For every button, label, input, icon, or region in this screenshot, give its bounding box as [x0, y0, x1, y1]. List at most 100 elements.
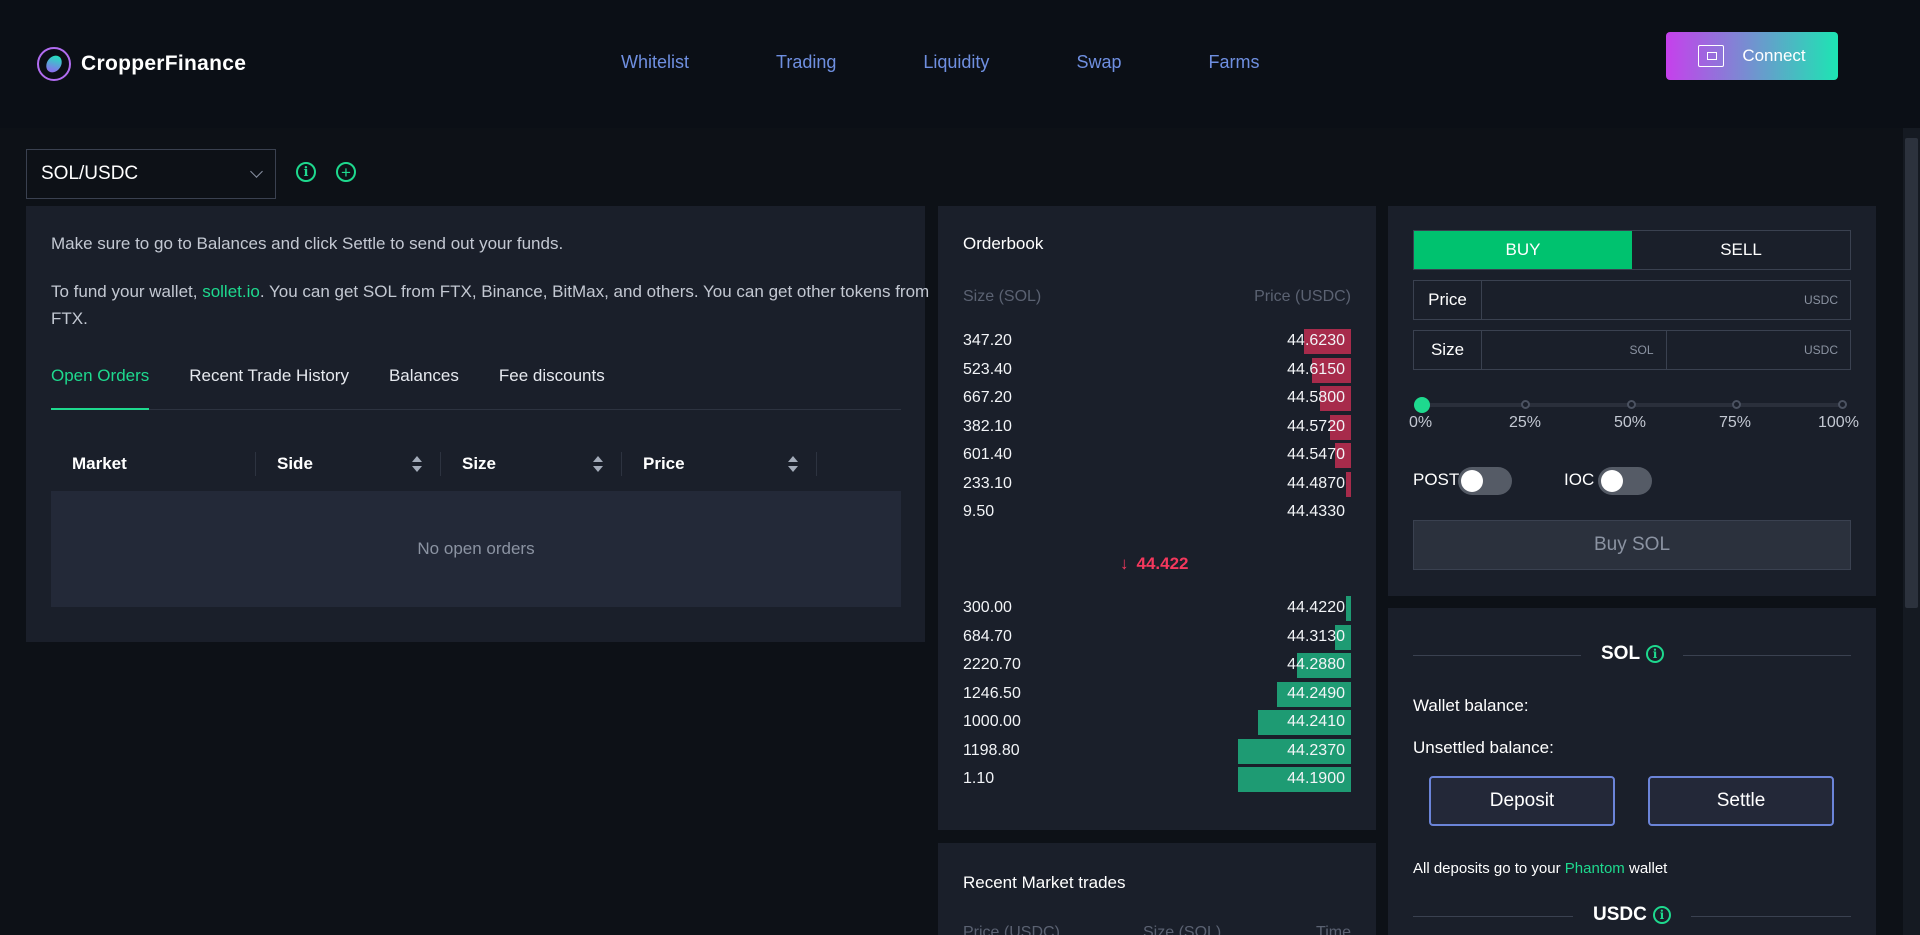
connect-label: Connect: [1742, 46, 1806, 65]
ask-price[interactable]: 44.6150: [1287, 360, 1345, 378]
slider-mark[interactable]: [1627, 400, 1636, 409]
ask-price[interactable]: 44.5800: [1287, 389, 1345, 406]
info-icon[interactable]: i: [1646, 645, 1665, 663]
market-selected-value: SOL/USDC: [41, 163, 139, 184]
plus-circle-icon[interactable]: +: [336, 162, 356, 182]
nav-liquidity[interactable]: Liquidity: [923, 52, 990, 72]
bid-size: 1000.00: [963, 713, 1021, 730]
buy-submit-button[interactable]: Buy SOL: [1413, 520, 1851, 570]
nav-whitelist[interactable]: Whitelist: [621, 52, 690, 72]
ask-size: 9.50: [963, 503, 995, 520]
ask-row[interactable]: 667.20 44.5800: [963, 385, 1351, 411]
buy-tab-button[interactable]: BUY: [1414, 231, 1632, 269]
divider: [1691, 916, 1851, 917]
ask-size: 667.20: [963, 389, 1012, 406]
slider-mark[interactable]: [1521, 400, 1530, 409]
bid-row[interactable]: 1246.50 44.2490: [963, 681, 1351, 707]
slider-mark[interactable]: [1838, 400, 1847, 409]
main-nav: Whitelist Trading Liquidity Swap Farms: [621, 52, 1346, 73]
info-icon[interactable]: i: [296, 162, 316, 182]
size-quote-field-wrap: USDC: [1666, 331, 1850, 369]
bid-depth-bar: [1346, 596, 1351, 621]
size-percent-slider[interactable]: [1414, 396, 1847, 413]
bid-row[interactable]: 1000.00 44.2410: [963, 709, 1351, 735]
slider-handle[interactable]: [1414, 397, 1430, 413]
tab-recent-trade-history[interactable]: Recent Trade History: [189, 366, 349, 385]
wallet-icon: [1698, 45, 1725, 67]
top-header: CropperFinance Whitelist Trading Liquidi…: [0, 0, 1920, 128]
trades-col-time: Time: [1316, 924, 1351, 935]
bid-price[interactable]: 44.2880: [1287, 656, 1345, 673]
trades-col-size: Size (SOL): [1143, 924, 1222, 935]
ask-row[interactable]: 601.40 44.5470: [963, 442, 1351, 468]
bid-row[interactable]: 1.10 44.1900: [963, 766, 1351, 792]
post-toggle[interactable]: [1458, 467, 1512, 495]
page-scrollbar[interactable]: [1903, 128, 1920, 935]
orderbook-price-header: Price (USDC): [1254, 288, 1351, 305]
tab-balances[interactable]: Balances: [388, 366, 459, 385]
price-label: Price: [1414, 281, 1482, 319]
slider-label-75: 75%: [1719, 414, 1752, 431]
orderbook-panel: Orderbook Size (SOL) Price (USDC) 347.20…: [938, 206, 1376, 830]
col-price[interactable]: Price: [622, 452, 817, 476]
tab-open-orders[interactable]: Open Orders: [51, 366, 150, 410]
cropper-leaf-icon: [37, 47, 71, 81]
ask-price[interactable]: 44.5470: [1287, 446, 1345, 463]
tab-fee-discounts[interactable]: Fee discounts: [498, 366, 605, 385]
ask-row[interactable]: 9.50 44.4330: [963, 499, 1351, 525]
bid-row[interactable]: 1198.80 44.2370: [963, 738, 1351, 764]
col-market-label: Market: [72, 454, 127, 473]
bid-price[interactable]: 44.2410: [1287, 713, 1345, 730]
phantom-link[interactable]: Phantom: [1564, 860, 1625, 877]
size-base-input[interactable]: [1482, 331, 1666, 369]
balances-panel: SOL i Wallet balance: Unsettled balance:…: [1388, 608, 1876, 935]
col-size[interactable]: Size: [441, 452, 622, 476]
ask-price[interactable]: 44.4330: [1287, 503, 1345, 520]
ask-price[interactable]: 44.6230: [1287, 332, 1345, 349]
ask-row[interactable]: 382.10 44.5720: [963, 414, 1351, 440]
size-quote-input[interactable]: [1666, 331, 1850, 369]
sort-icon[interactable]: [788, 455, 798, 473]
bid-price[interactable]: 44.1900: [1287, 770, 1345, 787]
ask-row[interactable]: 347.20 44.6230: [963, 328, 1351, 354]
bid-row[interactable]: 2220.70 44.2880: [963, 652, 1351, 678]
settle-button[interactable]: Settle: [1648, 776, 1834, 826]
ask-price[interactable]: 44.5720: [1287, 417, 1345, 435]
col-side-label: Side: [277, 454, 313, 473]
deposit-button[interactable]: Deposit: [1429, 776, 1615, 826]
bid-price[interactable]: 44.2490: [1287, 684, 1345, 702]
ask-row[interactable]: 523.40 44.6150: [963, 357, 1351, 383]
ioc-label: IOC: [1564, 470, 1595, 489]
scrollbar-thumb[interactable]: [1905, 138, 1918, 608]
ask-price[interactable]: 44.4870: [1287, 474, 1345, 492]
sollet-link[interactable]: sollet.io: [202, 282, 260, 301]
col-side[interactable]: Side: [256, 452, 441, 476]
brand-name: CropperFinance: [81, 52, 247, 75]
market-selector[interactable]: SOL/USDC: [26, 149, 276, 199]
wallet-balance-label: Wallet balance:: [1413, 696, 1529, 715]
bid-price[interactable]: 44.3130: [1287, 627, 1345, 645]
orderbook-size-header: Size (SOL): [963, 288, 1042, 305]
bid-row[interactable]: 684.70 44.3130: [963, 624, 1351, 650]
brand-logo[interactable]: CropperFinance: [37, 47, 246, 81]
slider-label-50: 50%: [1614, 414, 1647, 431]
ask-depth-bar: [1335, 443, 1351, 468]
bid-price[interactable]: 44.2370: [1287, 741, 1345, 759]
size-label: Size: [1414, 331, 1482, 369]
slider-mark[interactable]: [1732, 400, 1741, 409]
sort-icon[interactable]: [593, 455, 603, 473]
nav-swap[interactable]: Swap: [1076, 52, 1122, 72]
nav-farms[interactable]: Farms: [1208, 52, 1260, 72]
ioc-toggle[interactable]: [1598, 467, 1652, 495]
ask-row[interactable]: 233.10 44.4870: [963, 471, 1351, 497]
sell-tab-button[interactable]: SELL: [1720, 240, 1762, 259]
connect-wallet-button[interactable]: Connect: [1666, 32, 1838, 80]
sort-icon[interactable]: [412, 455, 422, 473]
bid-price[interactable]: 44.4220: [1287, 599, 1345, 616]
bid-depth-bar: [1277, 681, 1351, 707]
bid-row[interactable]: 300.00 44.4220: [963, 595, 1351, 621]
nav-trading[interactable]: Trading: [776, 52, 837, 72]
price-input[interactable]: [1482, 281, 1850, 319]
orderbook-title: Orderbook: [963, 234, 1044, 253]
info-icon[interactable]: i: [1652, 906, 1671, 924]
